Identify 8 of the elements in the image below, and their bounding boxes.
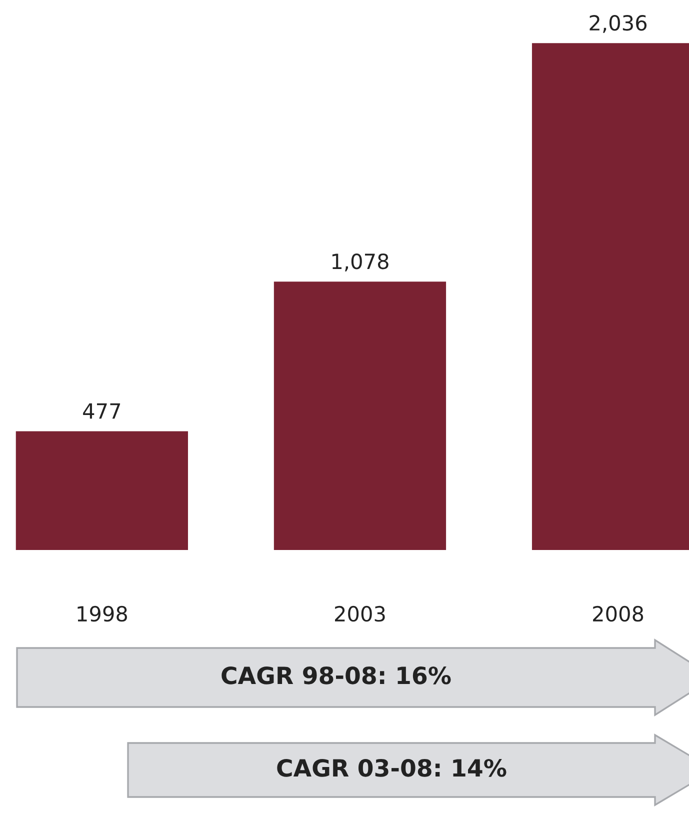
x-tick-label: 1998	[78, 606, 128, 622]
x-tick-label: 2003	[335, 606, 385, 622]
text: CAGR 98-08: 16%	[222, 666, 451, 684]
data-label: 477	[83, 403, 120, 419]
text: CAGR 03-08: 14%	[277, 758, 506, 777]
x-tick-label: 2008	[593, 606, 644, 622]
data-label: 2,036	[590, 14, 647, 33]
data-label: 1,078	[332, 253, 388, 272]
